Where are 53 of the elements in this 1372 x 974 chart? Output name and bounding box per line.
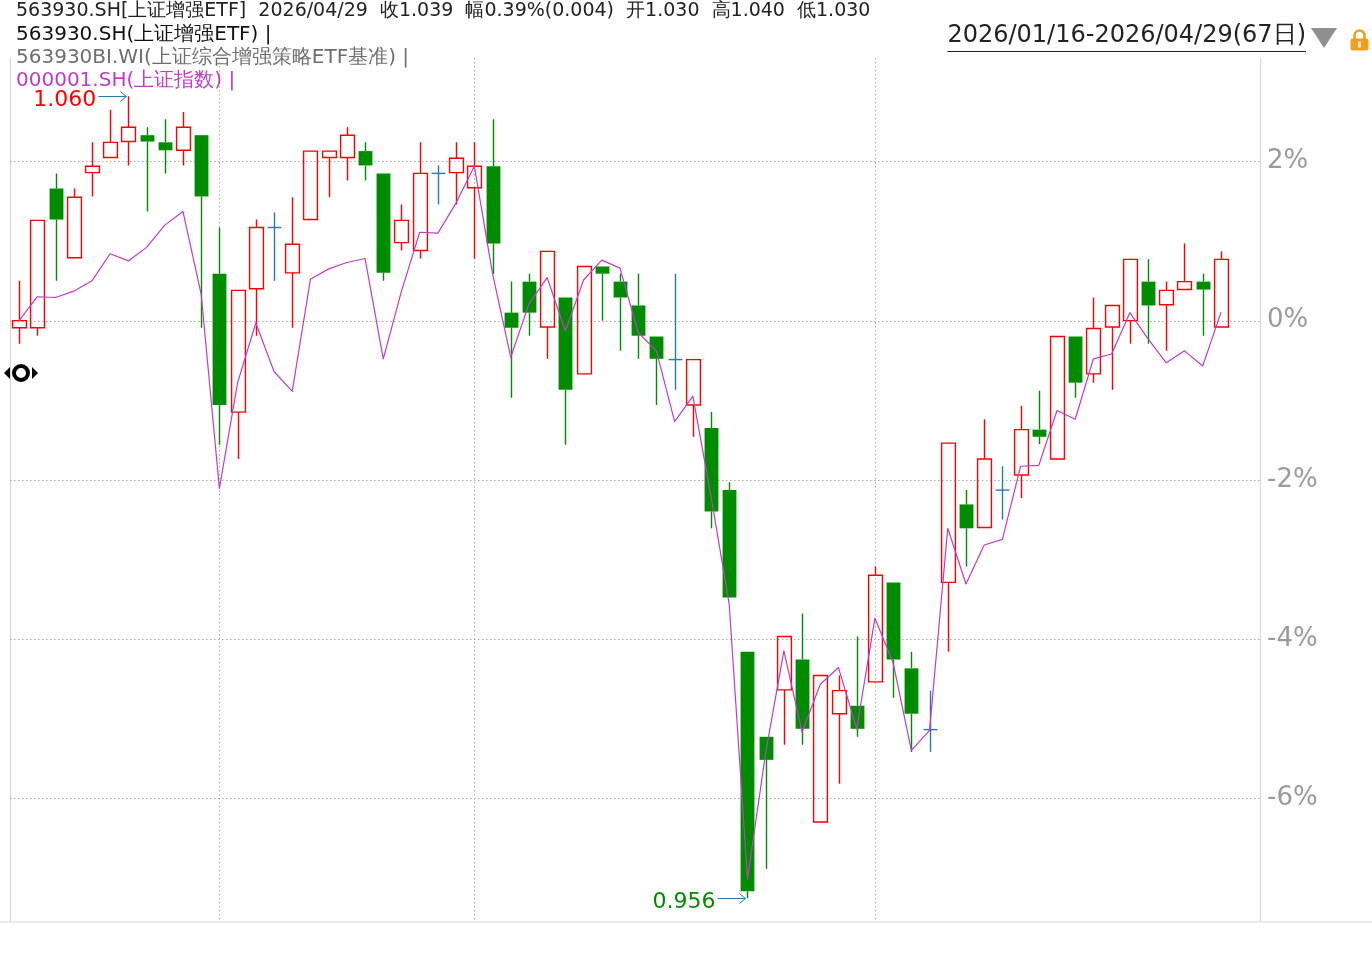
candlestick [959,489,974,568]
candlestick [248,218,265,337]
candlestick [140,126,155,213]
y-tick-label: -4% [1267,621,1318,652]
candlestick [393,203,410,252]
candlestick [1158,280,1175,352]
candlestick [158,118,173,175]
candlestick [994,465,1011,521]
candlestick [175,111,192,167]
candlestick [120,95,137,167]
candlestick [49,172,64,282]
candlestick [448,141,465,206]
candlestick [412,141,429,260]
candlestick [1141,258,1156,345]
candlestick [84,141,101,198]
candlestick [321,150,338,198]
candlestick [102,109,119,159]
candlestick [1196,272,1211,337]
text: 2026/01/16-2026/04/29(67日) [947,20,1306,49]
candlestick [1104,304,1121,391]
candlestick [904,650,919,753]
annotation: 1.060 [33,86,97,112]
candlestick [1085,296,1102,384]
candlestick [504,280,519,399]
chart-title: 563930.SH[上证增强ETF] 2026/04/29 收1.039 幅0.39%(0.004) 开1.030 高1.040 低1.030 [16,0,871,21]
candlestick [466,141,483,260]
candlestick [194,135,209,329]
candlestick [940,442,957,653]
y-tick-label: 2% [1267,144,1309,175]
candlestick [212,226,227,446]
candlestick [486,118,501,275]
candlestick [539,250,556,360]
candlestick [776,635,793,746]
candlestick [284,196,301,329]
candlestick [1122,258,1139,345]
y-tick-label: -6% [1267,780,1318,811]
candlestick [1013,405,1030,499]
y-tick-label: 0% [1267,303,1309,334]
candlestick [595,266,610,322]
annotation: 0.956 [652,888,716,914]
y-tick-label: -2% [1267,462,1318,493]
candlestick [1032,389,1047,445]
annotation: 563930BI.WI(上证综合增强策略ETF基准) | [16,44,410,69]
candlestick [11,280,28,345]
candlestick [230,289,247,460]
candlestick [558,297,573,446]
candlestick [976,418,993,529]
candlestick [685,358,702,438]
candlestick [1176,242,1193,291]
candlestick [358,141,373,182]
candlestick [339,126,356,182]
chart-subtitle: 563930.SH(上证增强ETF) | [16,21,272,46]
candlestick [831,674,848,785]
